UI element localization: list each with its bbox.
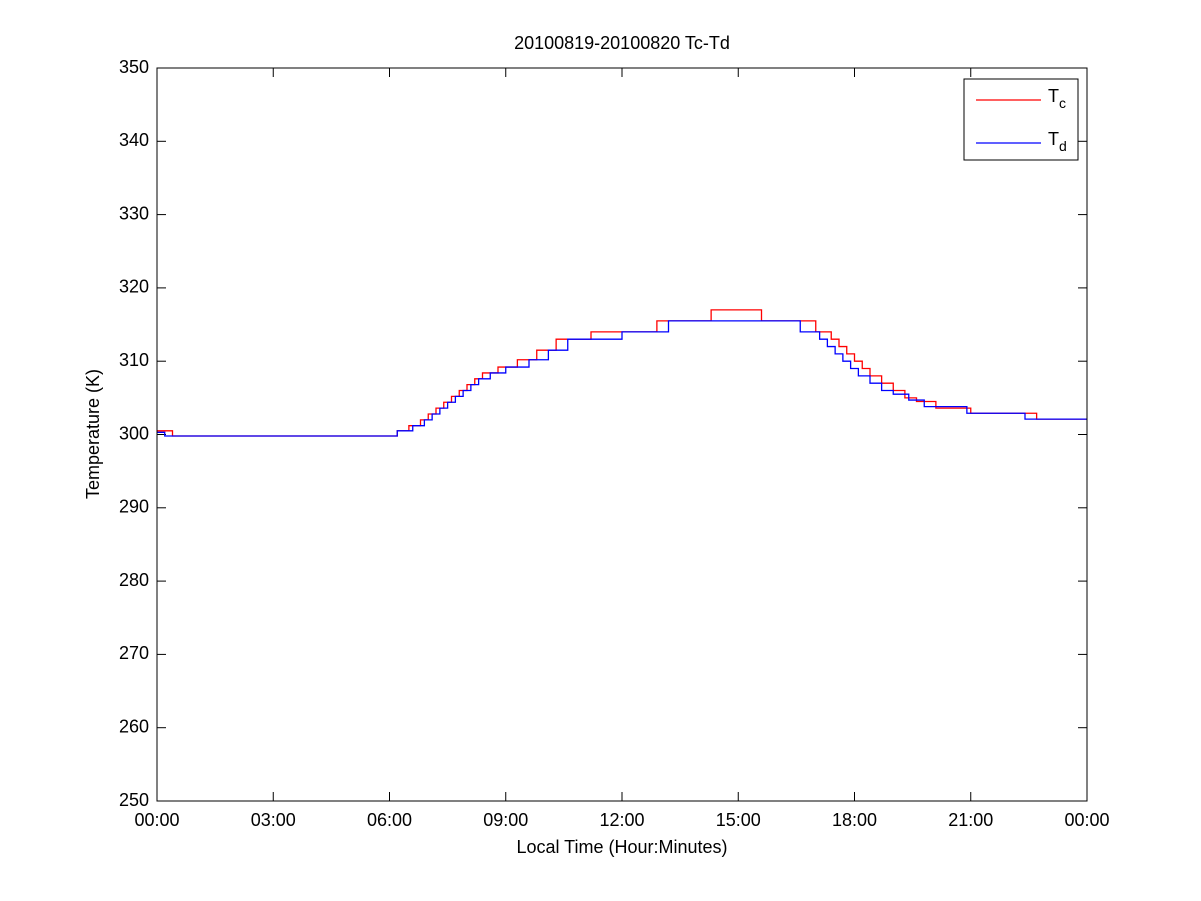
x-tick-label: 09:00 <box>483 810 528 830</box>
x-tick-label: 15:00 <box>716 810 761 830</box>
legend-box <box>963 78 1079 161</box>
y-tick-label: 270 <box>119 643 149 663</box>
y-tick-label: 260 <box>119 716 149 736</box>
y-tick-label: 300 <box>119 423 149 443</box>
legend-label: Tc <box>1048 86 1066 111</box>
y-tick-label: 320 <box>119 277 149 297</box>
y-tick-label: 350 <box>119 57 149 77</box>
y-tick-label: 250 <box>119 790 149 810</box>
y-axis-label: Temperature (K) <box>83 369 103 499</box>
plot-frame <box>156 67 1088 802</box>
x-tick-label: 00:00 <box>1064 810 1109 830</box>
y-tick-label: 310 <box>119 350 149 370</box>
chart-title: 20100819-20100820 Tc-Td <box>514 33 730 53</box>
y-tick-label: 340 <box>119 130 149 150</box>
x-tick-label: 12:00 <box>599 810 644 830</box>
x-tick-label: 18:00 <box>832 810 877 830</box>
x-tick-label: 00:00 <box>134 810 179 830</box>
x-tick-label: 03:00 <box>251 810 296 830</box>
x-tick-label: 06:00 <box>367 810 412 830</box>
y-tick-label: 290 <box>119 497 149 517</box>
x-tick-label: 21:00 <box>948 810 993 830</box>
x-axis-label: Local Time (Hour:Minutes) <box>516 837 727 857</box>
y-tick-label: 280 <box>119 570 149 590</box>
legend-label: Td <box>1048 129 1067 154</box>
data-line <box>157 320 1087 437</box>
y-tick-label: 330 <box>119 203 149 223</box>
